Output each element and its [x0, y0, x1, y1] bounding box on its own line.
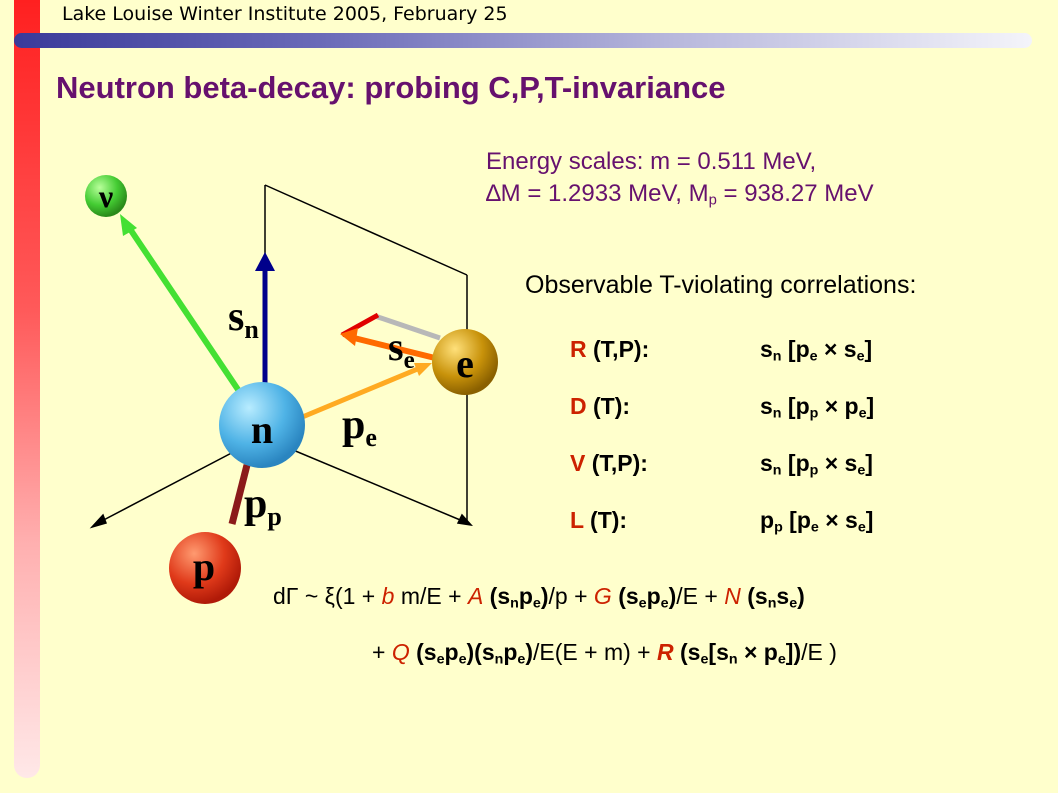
electron-momentum-arrow — [299, 365, 421, 421]
slide-title: Neutron beta-decay: probing C,P,T-invari… — [56, 70, 726, 105]
neutron-particle — [219, 382, 305, 468]
decay-rate-formula-line-1: dΓ ~ ξ(1 + b m/E + A (snpe)/p + G (sepe)… — [273, 583, 805, 612]
coordinate-axes — [89, 436, 473, 529]
proton-momentum-arrow — [228, 464, 251, 525]
neutrino-symbol: ν — [98, 178, 113, 214]
proton-momentum-label: pp — [244, 481, 282, 531]
electron-particle — [432, 329, 498, 395]
energy-line-2: ∆M = 1.2933 MeV, Mp = 938.27 MeV — [486, 180, 874, 209]
correlation-label-L: L (T): — [570, 507, 628, 533]
top-decor-bar — [14, 33, 1032, 48]
electron-symbol: e — [456, 341, 474, 386]
electron-spin-label: se — [388, 324, 415, 374]
neutrino-arrow — [125, 224, 248, 402]
correlation-expr-D: sn [pp × pe] — [760, 393, 875, 422]
correlation-label-D: D (T): — [570, 393, 631, 419]
correlation-expr-V: sn [pp × se] — [760, 450, 873, 479]
proton-symbol: p — [193, 544, 215, 589]
correlation-label-R: R (T,P): — [570, 336, 650, 362]
decay-rate-formula-line-2: + Q (sepe)(snpe)/E(E + m) + R (se[sn × p… — [372, 639, 837, 668]
correlation-expr-L: pp [pe × se] — [760, 507, 874, 536]
neutron-symbol: n — [251, 407, 273, 452]
energy-scales: Energy scales: m = 0.511 MeV, ∆M = 1.293… — [486, 146, 874, 217]
neutrino-particle — [85, 175, 127, 217]
correlation-label-V: V (T,P): — [570, 450, 648, 476]
proton-particle — [169, 532, 241, 604]
electron-spin-arrow — [353, 335, 436, 361]
electron-momentum-label: pe — [342, 402, 377, 452]
energy-line-1: Energy scales: m = 0.511 MeV, — [486, 148, 817, 175]
conference-header: Lake Louise Winter Institute 2005, Febru… — [62, 3, 508, 25]
observables-heading: Observable T-violating correlations: — [525, 271, 917, 299]
electron-spin-shadow — [374, 313, 441, 341]
correlation-expr-R: sn [pe × se] — [760, 336, 873, 365]
neutron-spin-label: sn — [228, 294, 259, 344]
left-decor-bar — [14, 0, 40, 778]
